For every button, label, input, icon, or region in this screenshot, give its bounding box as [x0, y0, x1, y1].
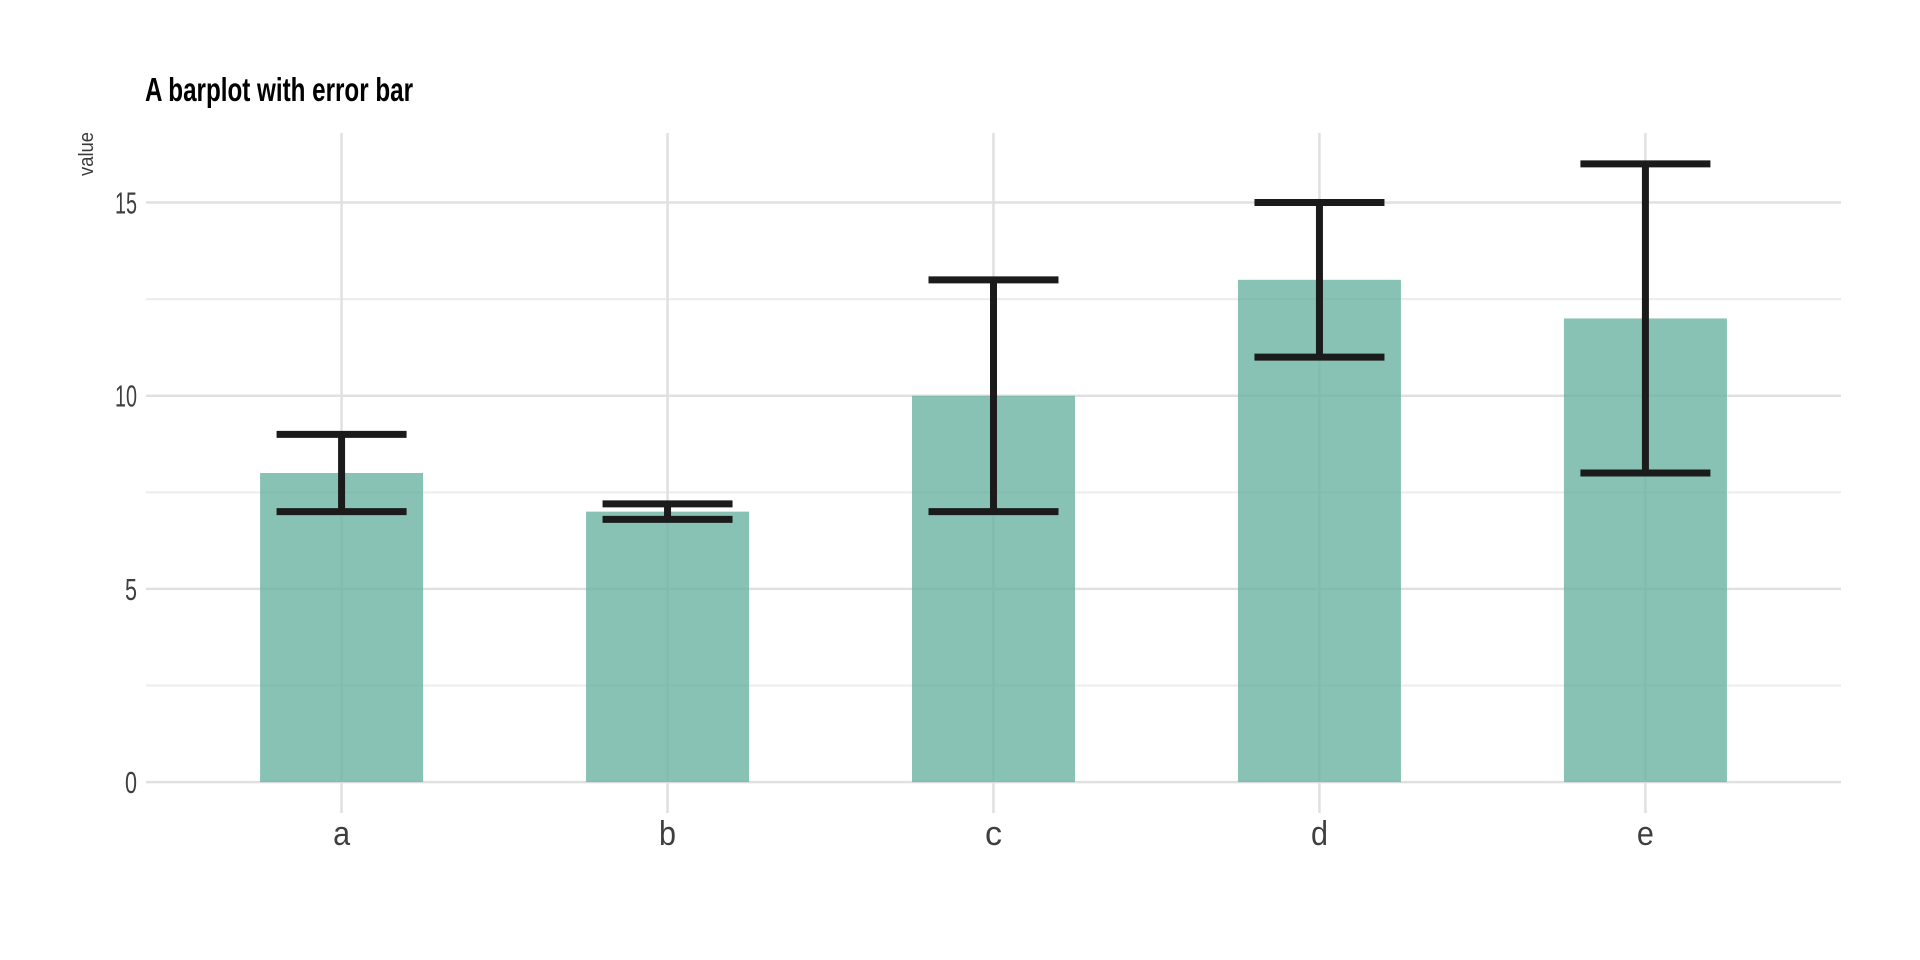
x-tick-label-c: c: [985, 815, 1002, 853]
error-bars-layer: [276, 160, 1711, 523]
y-tick-label-0: 0: [125, 765, 137, 800]
bar-b: [586, 511, 750, 783]
error-bar-b: [602, 500, 733, 523]
y-axis-label: value: [76, 132, 98, 176]
error-bar-a: [276, 430, 407, 516]
x-tick-label-b: b: [659, 815, 676, 853]
x-tick-labels: a b c d e: [333, 815, 1654, 853]
x-tick-label-d: d: [1311, 815, 1328, 853]
x-tick-label-e: e: [1637, 815, 1654, 853]
y-tick-label-15: 15: [115, 186, 137, 221]
error-bar-e: [1580, 160, 1711, 477]
bar-a: [260, 473, 424, 783]
chart-title: A barplot with error bar: [145, 71, 413, 108]
bars-layer: [260, 279, 1727, 783]
y-tick-label-10: 10: [115, 379, 137, 414]
error-bar-d: [1254, 199, 1385, 361]
error-bar-c: [928, 276, 1059, 516]
y-tick-label-5: 5: [125, 572, 137, 607]
y-tick-labels: 0 5 10 15: [115, 186, 137, 801]
x-tick-label-a: a: [333, 815, 350, 853]
bar-d: [1237, 279, 1401, 783]
